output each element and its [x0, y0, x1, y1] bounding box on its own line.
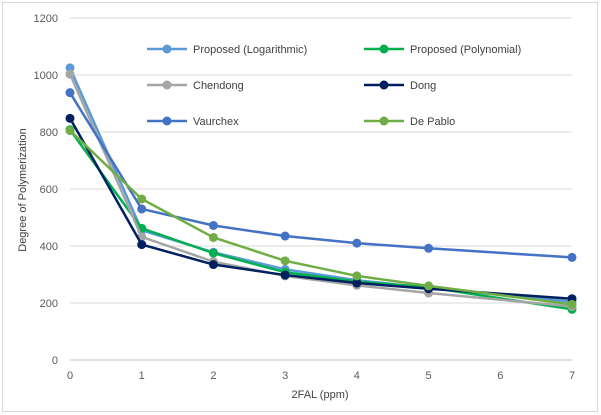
legend-item: Vaurchex: [147, 116, 239, 128]
y-tick-label: 0: [52, 355, 58, 367]
y-tick-label: 600: [40, 184, 58, 196]
data-point: [424, 243, 434, 253]
series-0: [65, 63, 577, 307]
x-tick-labels: 0 1 2 3 4 5 6 7: [67, 370, 575, 382]
legend-label: Proposed (Polynomial): [410, 44, 521, 56]
x-tick-label: 6: [497, 370, 503, 382]
y-tick-label: 200: [40, 298, 58, 310]
y-tick-label: 400: [40, 241, 58, 253]
data-point: [280, 256, 290, 266]
series-1: [65, 125, 577, 314]
legend-label: Chendong: [193, 80, 244, 92]
data-point: [424, 281, 434, 291]
data-point: [65, 126, 75, 136]
legend-swatch-marker: [379, 80, 389, 90]
legend-swatch-marker: [162, 80, 172, 90]
x-tick-label: 7: [569, 370, 575, 382]
legend-swatch-marker: [379, 44, 389, 54]
legend-label: Vaurchex: [193, 116, 239, 128]
data-point: [352, 238, 362, 248]
data-point: [567, 299, 577, 309]
legend-swatch-marker: [162, 116, 172, 126]
data-point: [208, 220, 218, 230]
data-point: [280, 231, 290, 241]
y-tick-label: 800: [40, 127, 58, 139]
data-point: [567, 252, 577, 262]
data-point: [65, 69, 75, 79]
series-line: [68, 67, 573, 303]
x-tick-label: 5: [426, 370, 432, 382]
x-tick-label: 0: [67, 370, 73, 382]
data-point: [208, 260, 218, 270]
y-tick-label: 1000: [34, 70, 58, 82]
data-point: [208, 232, 218, 242]
series-lines: [65, 63, 577, 314]
x-tick-label: 4: [354, 370, 360, 382]
legend-label: Proposed (Logarithmic): [193, 44, 307, 56]
gridlines: [70, 17, 572, 361]
legend-item: Dong: [364, 80, 436, 92]
x-tick-label: 2: [210, 370, 216, 382]
legend-item: Chendong: [147, 80, 244, 92]
y-tick-label: 1200: [34, 13, 58, 25]
data-point: [65, 63, 75, 73]
legend-item: Proposed (Polynomial): [364, 44, 521, 56]
series-line: [68, 128, 573, 311]
data-point: [352, 271, 362, 281]
y-axis-title: Degree of Polymerization: [17, 128, 29, 252]
data-point: [65, 113, 75, 123]
x-tick-label: 1: [139, 370, 145, 382]
x-axis-title: 2FAL (ppm): [291, 389, 348, 401]
legend-label: Dong: [410, 80, 436, 92]
legend-item: De Pablo: [364, 116, 455, 128]
x-tick-label: 3: [282, 370, 288, 382]
data-point: [352, 278, 362, 288]
series-5: [65, 126, 577, 309]
series-line: [68, 73, 573, 308]
legend: Proposed (Logarithmic) Proposed (Polynomi…: [147, 44, 521, 128]
legend-swatch-marker: [379, 116, 389, 126]
legend-item: Proposed (Logarithmic): [147, 44, 307, 56]
legend-label: De Pablo: [410, 116, 455, 128]
series-4: [65, 88, 577, 262]
legend-swatch-marker: [162, 44, 172, 54]
data-point: [65, 88, 75, 98]
data-point: [137, 240, 147, 250]
data-point: [208, 248, 218, 258]
data-point: [280, 270, 290, 280]
chart-frame: [2, 2, 598, 412]
y-tick-labels: 0 200 400 600 800 1000 1200: [34, 13, 58, 367]
data-point: [137, 194, 147, 204]
data-point: [137, 204, 147, 214]
